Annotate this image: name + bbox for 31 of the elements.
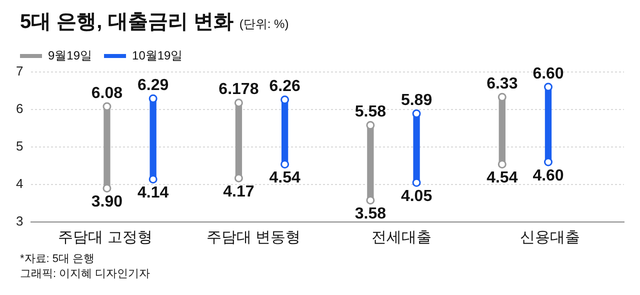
x-tick-label: 주담대 변동형 — [206, 229, 301, 246]
data-label: 5.89 — [400, 92, 432, 110]
data-label: 6.33 — [486, 76, 518, 93]
data-label: 4.60 — [532, 167, 564, 184]
data-label: 6.60 — [532, 65, 564, 82]
legend-label: 10월19일 — [132, 48, 183, 62]
y-tick-label: 6 — [16, 101, 24, 116]
data-label: 6.26 — [269, 78, 300, 96]
data-label: 5.58 — [354, 104, 386, 121]
data-label: 4.17 — [223, 184, 254, 201]
data-label: 6.08 — [91, 84, 123, 102]
data-label: 6.29 — [138, 77, 169, 94]
y-tick-label: 3 — [16, 214, 24, 229]
y-tick-label: 4 — [16, 176, 24, 192]
y-tick-label: 5 — [16, 138, 24, 154]
data-label: 4.54 — [486, 170, 518, 187]
y-tick-label: 7 — [16, 64, 24, 79]
data-label: 4.05 — [400, 188, 432, 206]
x-tick-label: 신용대출 — [520, 229, 580, 246]
x-tick-label: 전세대출 — [372, 229, 432, 246]
text: 그래픽: 이지혜 디자인기자 — [20, 267, 152, 282]
data-label: 4.14 — [138, 184, 169, 202]
legend-label: 9월19일 — [48, 48, 92, 62]
data-label: 4.54 — [269, 170, 300, 187]
text: *자료: 5대 은행 — [20, 252, 96, 267]
data-label: 6.178 — [218, 81, 259, 98]
chart-subtitle: (단위: %) — [239, 16, 289, 33]
data-label: 3.90 — [91, 194, 123, 211]
data-label: 3.58 — [354, 206, 386, 223]
x-tick-label: 주담대 고정형 — [58, 229, 152, 246]
chart-title: 5대 은행, 대출금리 변화 — [20, 10, 234, 35]
